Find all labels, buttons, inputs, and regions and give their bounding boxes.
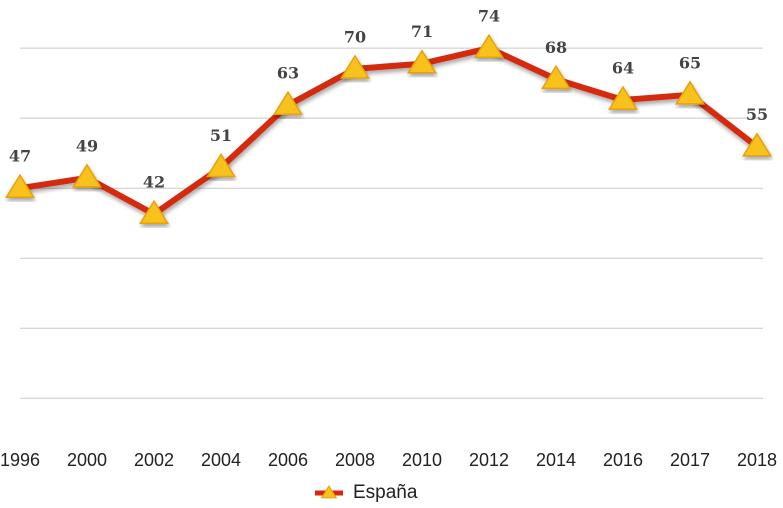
data-label: 68 <box>545 38 567 57</box>
x-tick-label: 2004 <box>201 450 241 470</box>
data-label: 71 <box>411 22 433 41</box>
x-tick-label: 2014 <box>536 450 576 470</box>
marker <box>139 199 169 224</box>
data-label: 49 <box>76 136 98 155</box>
data-label: 70 <box>344 27 366 46</box>
x-tick-label: 2016 <box>603 450 643 470</box>
legend-marker <box>320 485 338 499</box>
data-label: 47 <box>9 147 31 166</box>
data-label: 74 <box>478 7 500 26</box>
marker <box>742 132 772 157</box>
series-line <box>19 45 759 218</box>
x-tick-label: 2006 <box>268 450 308 470</box>
x-tick-label: 2012 <box>469 450 509 470</box>
marker <box>340 54 370 79</box>
marker <box>407 49 437 74</box>
x-tick-label: 2010 <box>402 450 442 470</box>
x-tick-label: 2018 <box>737 450 777 470</box>
data-label: 55 <box>746 105 768 124</box>
marker <box>72 163 102 188</box>
x-tick-label: 2002 <box>134 450 174 470</box>
marker <box>541 64 571 90</box>
data-label: 63 <box>277 64 299 83</box>
data-label: 42 <box>143 173 165 192</box>
data-label: 51 <box>210 126 232 145</box>
x-tick-label: 2017 <box>670 450 710 470</box>
marker <box>474 33 504 58</box>
marker <box>5 173 35 199</box>
marker <box>608 85 638 110</box>
marker <box>206 153 236 178</box>
data-label: 64 <box>612 59 634 78</box>
x-tick-label: 1996 <box>0 450 40 470</box>
x-tick-label: 2000 <box>67 450 107 470</box>
marker <box>675 80 705 105</box>
data-label: 65 <box>679 53 701 72</box>
x-tick-label: 2008 <box>335 450 375 470</box>
marker <box>273 90 303 116</box>
legend-label: España <box>353 482 418 503</box>
